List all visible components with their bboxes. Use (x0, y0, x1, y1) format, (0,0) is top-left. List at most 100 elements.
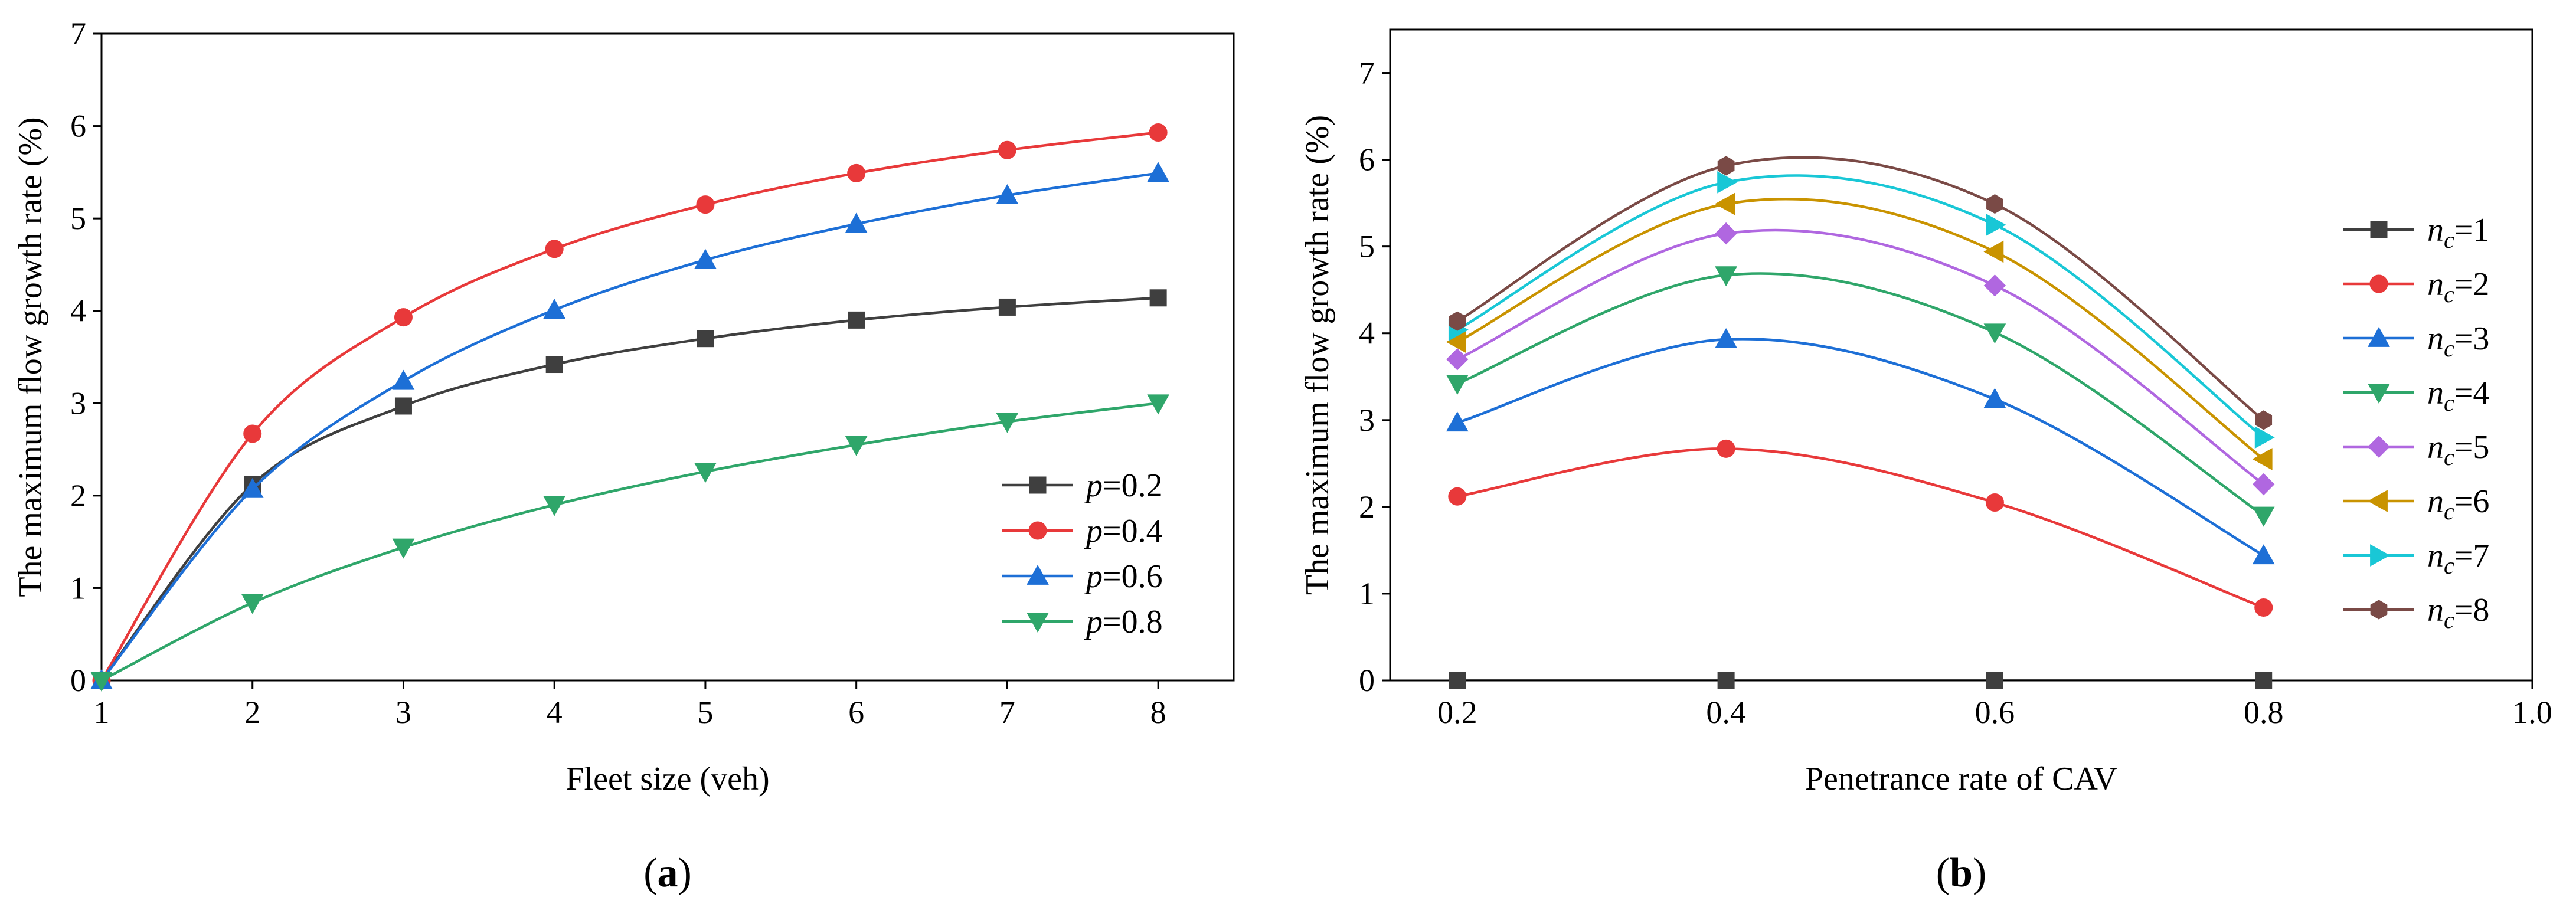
data-point (2255, 672, 2273, 689)
y-tick-label: 3 (70, 385, 86, 421)
legend-item: nc=6 (2343, 483, 2489, 525)
data-point (1149, 123, 1168, 142)
data-point (1448, 487, 1467, 506)
series-line (1456, 228, 2265, 486)
y-tick-label: 5 (70, 201, 86, 236)
y-tick-label: 2 (70, 478, 86, 513)
data-point (1446, 375, 1469, 395)
x-axis-title: Fleet size (veh) (565, 761, 769, 797)
legend-label: p=0.2 (1084, 467, 1163, 504)
series-line (1456, 197, 2265, 460)
legend-item: nc=4 (2343, 375, 2489, 416)
x-tick-label: 5 (697, 695, 713, 730)
data-point (1983, 240, 2004, 263)
data-point (694, 248, 717, 269)
legend-label: p=0.8 (1084, 604, 1163, 640)
y-tick-label: 1 (70, 570, 86, 605)
x-tick-label: 1 (94, 695, 110, 730)
data-point (243, 424, 262, 443)
data-point (545, 356, 563, 374)
series-line (1457, 447, 2264, 609)
series-nc-1 (1449, 672, 2273, 689)
legend-label: nc=6 (2427, 483, 2489, 525)
legend-label: nc=8 (2427, 592, 2489, 633)
data-point (1717, 439, 1735, 458)
series-line (1457, 338, 2264, 557)
legend-item: nc=3 (2343, 320, 2489, 362)
legend-swatch-marker (1028, 521, 1047, 540)
plot-frame (100, 32, 1235, 682)
data-point (1986, 214, 2006, 236)
legend-item: p=0.6 (1002, 558, 1163, 595)
data-point (2254, 598, 2273, 617)
legend-swatch-marker (1027, 613, 1049, 633)
series-nc-8 (1449, 156, 2273, 430)
y-tick-label: 7 (1359, 55, 1375, 91)
legend-label: nc=1 (2427, 212, 2489, 253)
y-tick-label: 5 (1359, 229, 1375, 264)
legend-label: nc=5 (2427, 429, 2489, 470)
data-point (845, 212, 868, 233)
x-tick-label: 7 (999, 695, 1015, 730)
x-tick-label: 0.8 (2244, 695, 2284, 730)
data-point (1983, 274, 2006, 297)
legend-label: nc=2 (2427, 266, 2489, 307)
data-point (90, 672, 113, 692)
legend-item: p=0.8 (1002, 604, 1163, 640)
legend-item: p=0.2 (1002, 467, 1163, 504)
x-tick-label: 4 (547, 695, 563, 730)
y-tick-label: 7 (70, 16, 86, 51)
data-point (1983, 323, 2006, 344)
legend-item: nc=8 (2343, 592, 2489, 633)
x-tick-label: 0.4 (1706, 695, 1746, 730)
panel-label: (a) (643, 850, 692, 896)
data-point (2255, 410, 2273, 430)
data-point (543, 299, 566, 319)
series-line (1456, 174, 2265, 438)
x-tick-label: 6 (848, 695, 864, 730)
legend-swatch-marker (1027, 564, 1049, 585)
data-point (1717, 156, 1735, 176)
x-tick-label: 2 (244, 695, 260, 730)
y-tick-label: 6 (1359, 142, 1375, 178)
legend-swatch-marker (2370, 600, 2388, 620)
chart-panel-b: 0.2 0.4 0.6 0.8 1.0 0 1 2 3 4 5 6 7 Penetrance rate o… (1299, 28, 2552, 896)
data-point (2252, 506, 2275, 527)
data-point (996, 413, 1019, 433)
legend-item: nc=5 (2343, 429, 2489, 470)
data-point (392, 538, 415, 559)
data-point (1985, 493, 2004, 512)
legend-swatch-marker (2368, 436, 2390, 458)
legend-item: nc=2 (2343, 266, 2489, 307)
data-point (1147, 162, 1169, 182)
y-axis-title: The maximum flow growth rate (%) (1299, 115, 1336, 595)
data-point (998, 140, 1016, 159)
data-point (998, 298, 1016, 316)
legend: p=0.2 p=0.4 p=0.6 p=0.8 (1002, 467, 1163, 640)
data-point (1715, 328, 1737, 348)
series-p-0-8 (90, 394, 1169, 692)
legend-swatch-marker (2370, 544, 2391, 567)
series-nc-6 (1446, 192, 2273, 470)
x-axis-title: Penetrance rate of CAV (1805, 761, 2117, 797)
series-p-0-4 (92, 123, 1168, 690)
y-tick-label: 6 (70, 109, 86, 144)
data-point (996, 184, 1019, 204)
legend-item: nc=7 (2343, 538, 2489, 579)
data-point (2252, 473, 2275, 496)
legend-label: p=0.4 (1084, 513, 1163, 549)
legend-swatch-marker (2368, 326, 2390, 347)
x-tick-label: 3 (395, 695, 411, 730)
data-point (1147, 394, 1169, 415)
data-point (848, 311, 865, 329)
data-point (394, 308, 413, 327)
data-point (1715, 222, 1737, 245)
y-tick-label: 0 (70, 663, 86, 698)
series-nc-2 (1448, 439, 2273, 617)
legend-label: nc=4 (2427, 375, 2489, 416)
x-tick-label: 0.6 (1975, 695, 2015, 730)
x-tick-label: 1.0 (2512, 695, 2552, 730)
data-point (1715, 192, 1735, 215)
